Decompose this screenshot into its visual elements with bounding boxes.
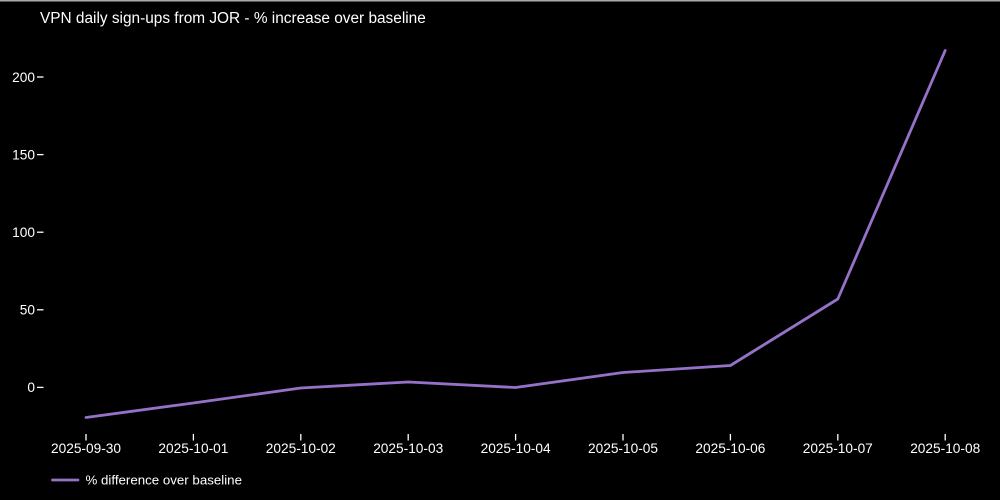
svg-text:2025-10-02: 2025-10-02 — [266, 441, 336, 456]
svg-text:2025-09-30: 2025-09-30 — [51, 441, 121, 456]
svg-text:2025-10-05: 2025-10-05 — [588, 441, 658, 456]
svg-text:50: 50 — [20, 303, 36, 318]
svg-text:VPN daily sign-ups from JOR -: VPN daily sign-ups from JOR - % increase… — [40, 10, 426, 27]
svg-text:2025-10-04: 2025-10-04 — [481, 441, 551, 456]
svg-text:% difference over baseline: % difference over baseline — [86, 473, 242, 488]
svg-text:2025-10-06: 2025-10-06 — [695, 441, 765, 456]
svg-text:100: 100 — [12, 225, 35, 240]
svg-text:2025-10-01: 2025-10-01 — [158, 441, 228, 456]
svg-text:2025-10-07: 2025-10-07 — [803, 441, 873, 456]
svg-text:200: 200 — [12, 70, 35, 85]
svg-text:2025-10-03: 2025-10-03 — [373, 441, 443, 456]
svg-text:0: 0 — [27, 380, 35, 395]
svg-text:2025-10-08: 2025-10-08 — [910, 441, 980, 456]
svg-text:150: 150 — [12, 147, 35, 162]
